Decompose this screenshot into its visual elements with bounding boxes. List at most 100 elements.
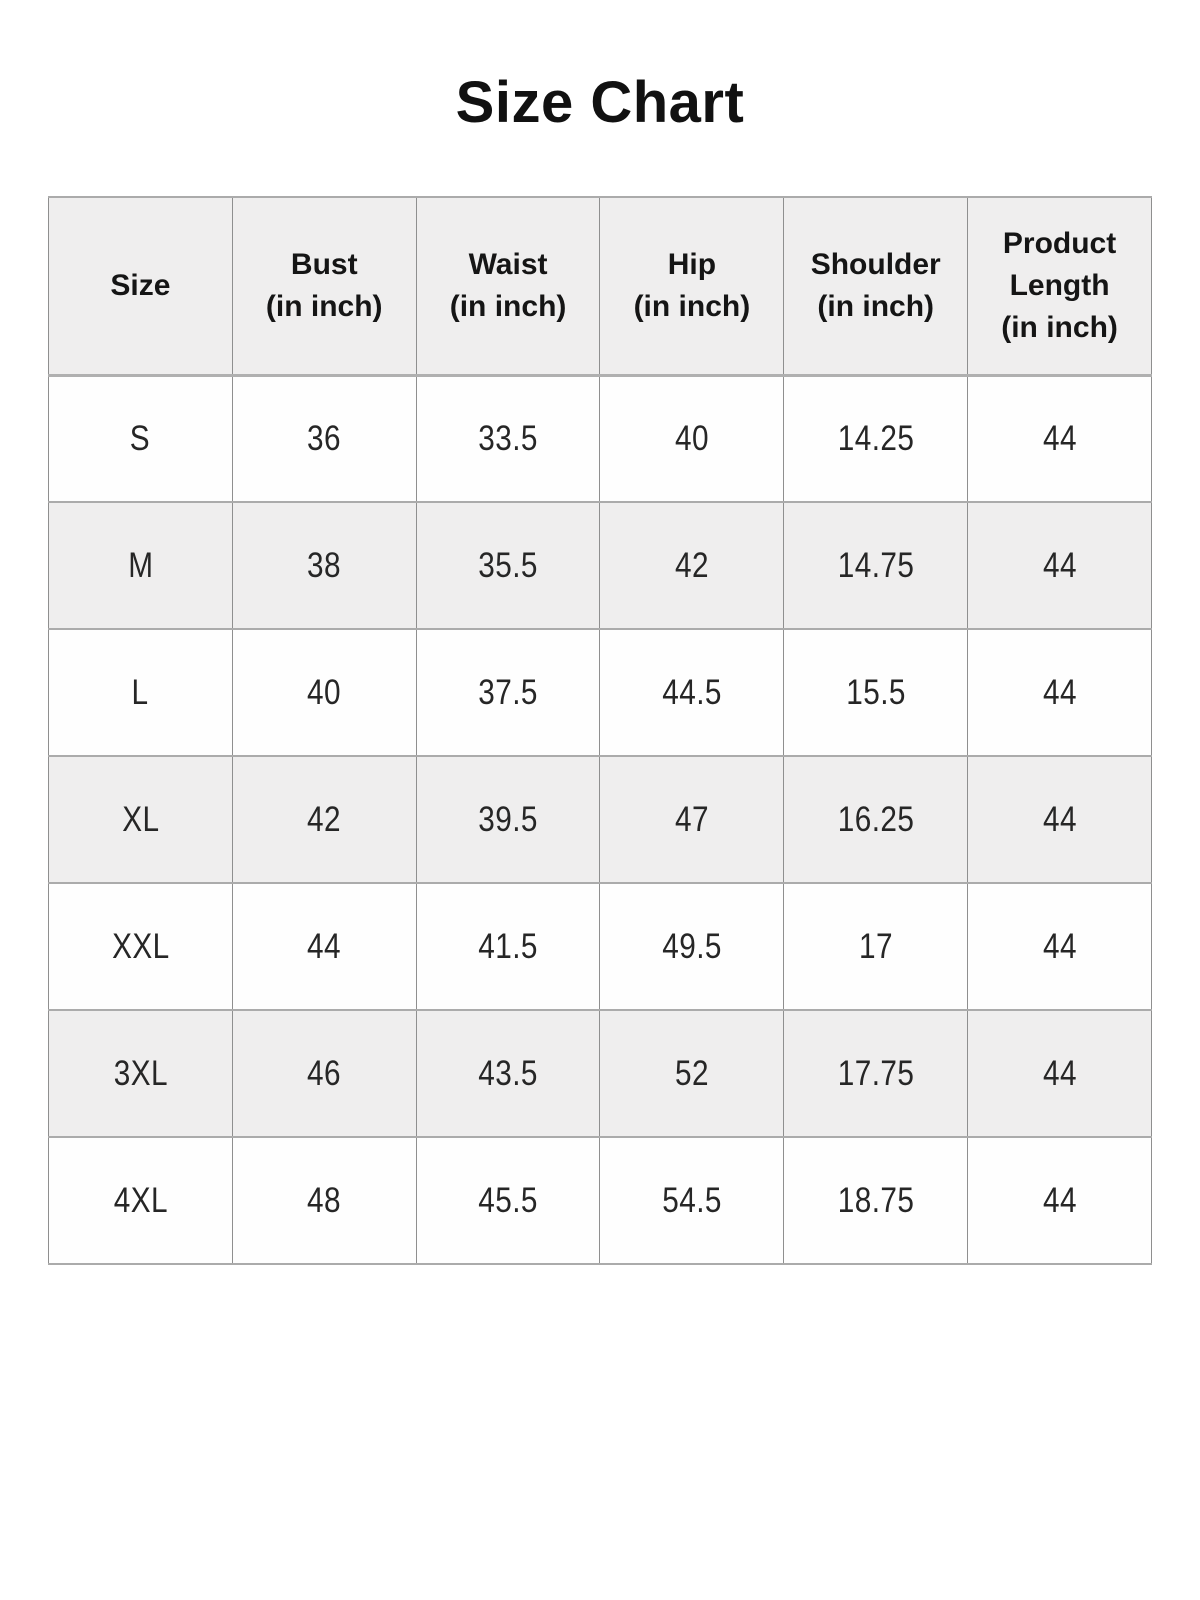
cell-size: 4XL (48, 1136, 233, 1265)
cell-shoulder: 17.75 (783, 1009, 969, 1138)
cell-bust: 36 (231, 374, 417, 503)
cell-value: XXL (111, 926, 170, 966)
cell-waist: 41.5 (415, 882, 601, 1011)
cell-value: 43.5 (478, 1053, 538, 1093)
cell-value: S (130, 418, 151, 458)
table-row-m: M 38 35.5 42 14.75 44 (48, 501, 1152, 630)
column-unit: (in inch) (1001, 310, 1118, 344)
cell-value: 44 (1042, 672, 1077, 712)
cell-bust: 46 (231, 1009, 417, 1138)
cell-bust: 38 (231, 501, 417, 630)
cell-value: 44.5 (662, 672, 722, 712)
table-row-4xl: 4XL 48 45.5 54.5 18.75 44 (48, 1136, 1152, 1265)
column-unit: (in inch) (817, 289, 935, 323)
cell-product-length: 44 (967, 755, 1152, 884)
column-unit: (in inch) (265, 289, 383, 323)
cell-value: 17 (858, 926, 893, 966)
cell-bust: 48 (231, 1136, 417, 1265)
cell-size: XXL (48, 882, 233, 1011)
column-title: Size (110, 268, 171, 302)
cell-value: 42 (674, 545, 709, 585)
table-header: Size Bust (in inch) Waist (in inch) Hip (in… (48, 196, 1152, 377)
cell-value: 48 (307, 1180, 342, 1220)
cell-value: 44 (1042, 799, 1077, 839)
column-header-bust: Bust (in inch) (231, 196, 417, 377)
cell-value: 42 (307, 799, 342, 839)
cell-product-length: 44 (967, 1009, 1152, 1138)
cell-value: 44 (307, 926, 342, 966)
header-row: Size Bust (in inch) Waist (in inch) Hip (in… (48, 196, 1152, 377)
cell-value: 41.5 (478, 926, 538, 966)
cell-hip: 42 (599, 501, 785, 630)
column-header-size: Size (48, 196, 233, 377)
table-row-s: S 36 33.5 40 14.25 44 (48, 374, 1152, 503)
cell-shoulder: 14.25 (783, 374, 969, 503)
cell-size: M (48, 501, 233, 630)
cell-value: 40 (674, 418, 709, 458)
cell-value: 15.5 (845, 672, 906, 712)
cell-bust: 42 (231, 755, 417, 884)
table-row-3xl: 3XL 46 43.5 52 17.75 44 (48, 1009, 1152, 1138)
cell-value: 4XL (113, 1180, 168, 1220)
table-row-xxl: XXL 44 41.5 49.5 17 44 (48, 882, 1152, 1011)
page-title: Size Chart (455, 70, 745, 135)
cell-product-length: 44 (967, 1136, 1152, 1265)
cell-value: 44 (1042, 1053, 1077, 1093)
cell-value: 37.5 (478, 672, 538, 712)
cell-shoulder: 14.75 (783, 501, 969, 630)
cell-value: 39.5 (478, 799, 538, 839)
table-body: S 36 33.5 40 14.25 44 M 38 35.5 42 14.75… (48, 374, 1152, 1265)
column-unit: (in inch) (633, 289, 751, 323)
cell-waist: 33.5 (415, 374, 601, 503)
column-header-waist: Waist (in inch) (415, 196, 601, 377)
cell-value: L (131, 672, 149, 712)
cell-value: 40 (307, 672, 342, 712)
cell-bust: 44 (231, 882, 417, 1011)
column-title: Bust (290, 247, 358, 281)
cell-value: 35.5 (478, 545, 538, 585)
cell-value: 47 (674, 799, 709, 839)
cell-value: 44 (1042, 926, 1077, 966)
cell-size: L (48, 628, 233, 757)
column-title: Shoulder (810, 247, 941, 281)
cell-bust: 40 (231, 628, 417, 757)
cell-value: 36 (307, 418, 342, 458)
cell-hip: 40 (599, 374, 785, 503)
cell-value: XL (121, 799, 160, 839)
cell-value: 16.25 (837, 799, 915, 839)
cell-hip: 54.5 (599, 1136, 785, 1265)
cell-value: 45.5 (478, 1180, 538, 1220)
cell-product-length: 44 (967, 882, 1152, 1011)
cell-value: 14.25 (837, 418, 915, 458)
cell-value: 3XL (113, 1053, 168, 1093)
size-table: Size Bust (in inch) Waist (in inch) Hip (in… (48, 196, 1152, 1265)
cell-value: 17.75 (837, 1053, 915, 1093)
cell-shoulder: 18.75 (783, 1136, 969, 1265)
cell-product-length: 44 (967, 374, 1152, 503)
column-title: Waist (468, 247, 548, 281)
cell-size: XL (48, 755, 233, 884)
cell-value: 52 (674, 1053, 709, 1093)
cell-value: 54.5 (662, 1180, 722, 1220)
cell-shoulder: 15.5 (783, 628, 969, 757)
table-row-xl: XL 42 39.5 47 16.25 44 (48, 755, 1152, 884)
cell-hip: 44.5 (599, 628, 785, 757)
cell-waist: 37.5 (415, 628, 601, 757)
cell-product-length: 44 (967, 501, 1152, 630)
cell-shoulder: 17 (783, 882, 969, 1011)
cell-value: 44 (1042, 1180, 1077, 1220)
column-header-product-length: Product Length (in inch) (967, 196, 1152, 377)
table-row-l: L 40 37.5 44.5 15.5 44 (48, 628, 1152, 757)
cell-waist: 45.5 (415, 1136, 601, 1265)
cell-value: 44 (1042, 418, 1077, 458)
cell-waist: 39.5 (415, 755, 601, 884)
cell-product-length: 44 (967, 628, 1152, 757)
column-header-hip: Hip (in inch) (599, 196, 785, 377)
size-table-container: Size Bust (in inch) Waist (in inch) Hip (in… (48, 196, 1152, 1265)
cell-value: 38 (307, 545, 342, 585)
cell-value: 46 (307, 1053, 342, 1093)
cell-shoulder: 16.25 (783, 755, 969, 884)
cell-hip: 49.5 (599, 882, 785, 1011)
column-unit: (in inch) (449, 289, 567, 323)
